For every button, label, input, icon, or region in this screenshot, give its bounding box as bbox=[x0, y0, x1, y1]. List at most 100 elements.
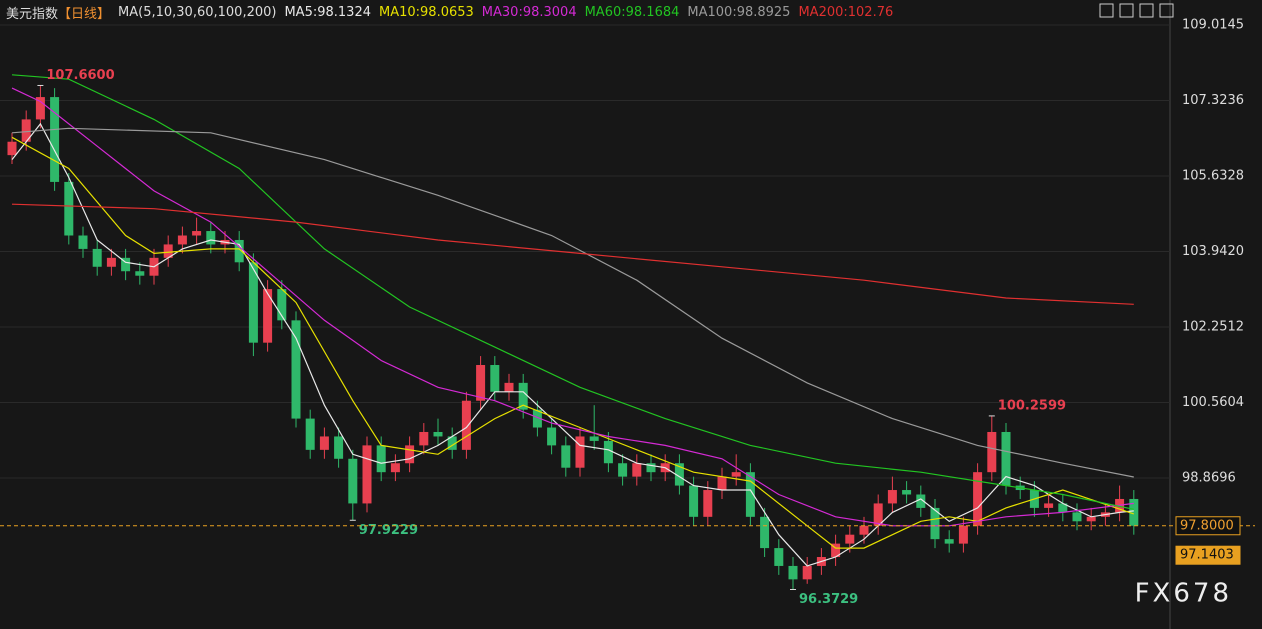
indicator: MA(5,10,30,60,100,200) bbox=[118, 5, 277, 20]
candle-body bbox=[987, 431, 997, 473]
candle-body bbox=[106, 257, 116, 267]
legend-entry: MA60:98.1684 bbox=[584, 5, 680, 20]
ma-line bbox=[11, 122, 1134, 567]
candle-body bbox=[348, 458, 358, 504]
candle-body bbox=[603, 440, 613, 464]
y-tick-label: 102.2512 bbox=[1182, 319, 1244, 334]
candle-body bbox=[703, 490, 713, 517]
candle-body bbox=[433, 431, 443, 437]
period[interactable]: 【日线】 bbox=[58, 7, 111, 22]
extreme-label: 107.6600 bbox=[46, 68, 114, 83]
candle-body bbox=[1072, 512, 1082, 522]
y-tick-label: 98.8696 bbox=[1182, 470, 1236, 485]
candle-body bbox=[334, 436, 344, 459]
legend-entry: MA30:98.3004 bbox=[481, 5, 577, 20]
candle-body bbox=[618, 463, 628, 477]
candle-body bbox=[206, 231, 216, 245]
candle-body bbox=[532, 409, 542, 428]
candle-body bbox=[35, 97, 45, 120]
candle-body bbox=[291, 320, 301, 419]
candle-body bbox=[234, 239, 244, 263]
candle-body bbox=[973, 472, 983, 526]
candle-body bbox=[263, 289, 273, 343]
candle-body bbox=[731, 472, 741, 477]
y-tick-label: 100.5604 bbox=[1182, 395, 1244, 410]
candle-body bbox=[447, 436, 457, 450]
title: 美元指数 bbox=[6, 7, 59, 22]
candle-body bbox=[873, 503, 883, 526]
y-tick-label: 105.6328 bbox=[1182, 168, 1244, 183]
candle-body bbox=[78, 235, 88, 249]
ma-line bbox=[11, 127, 1134, 478]
candle-body bbox=[717, 476, 727, 491]
candle-body bbox=[192, 231, 202, 236]
candle-body bbox=[760, 516, 770, 549]
candle-body bbox=[745, 472, 755, 517]
candle-body bbox=[21, 119, 31, 142]
legend-entry: MA200:102.76 bbox=[798, 5, 894, 20]
candle-body bbox=[1086, 516, 1096, 522]
ma-line bbox=[11, 136, 1134, 549]
candle-body bbox=[64, 181, 74, 236]
candle-body bbox=[177, 235, 187, 245]
candle-body bbox=[547, 427, 557, 446]
candle-body bbox=[958, 525, 968, 544]
legend-entry: MA100:98.8925 bbox=[687, 5, 791, 20]
tool-icon[interactable] bbox=[1139, 3, 1154, 18]
candle-body bbox=[405, 445, 415, 464]
y-tick-label: 107.3236 bbox=[1182, 93, 1244, 108]
candle-body bbox=[944, 539, 954, 544]
candle-body bbox=[1058, 503, 1068, 513]
tool-icon[interactable] bbox=[1159, 3, 1174, 18]
candle-body bbox=[575, 436, 585, 468]
candle-body bbox=[689, 485, 699, 517]
candle-body bbox=[646, 463, 656, 473]
candle-body bbox=[319, 436, 329, 450]
candle-body bbox=[50, 97, 60, 182]
tool-icon[interactable] bbox=[1099, 3, 1114, 18]
candle-body bbox=[845, 534, 855, 544]
candle-body bbox=[930, 507, 940, 540]
candle-body bbox=[1129, 498, 1139, 526]
candle-body bbox=[802, 565, 812, 580]
ma-line bbox=[11, 87, 1134, 527]
candle-body bbox=[305, 418, 315, 450]
candle-body bbox=[831, 543, 841, 558]
candle-body bbox=[376, 445, 386, 473]
candle-body bbox=[121, 257, 131, 272]
candle-body bbox=[674, 463, 684, 486]
candle-body bbox=[476, 365, 486, 401]
extreme-label: 100.2599 bbox=[998, 398, 1066, 413]
candle-body bbox=[362, 445, 372, 504]
y-tick-label: 103.9420 bbox=[1182, 244, 1244, 259]
candle-body bbox=[916, 494, 926, 508]
tool-icon[interactable] bbox=[1119, 3, 1134, 18]
candle-body bbox=[7, 141, 17, 156]
ma-line bbox=[11, 74, 1134, 510]
header: 美元指数 【日线】 MA(5,10,30,60,100,200) MA5:98.… bbox=[6, 3, 893, 22]
candle-body bbox=[419, 431, 429, 446]
candle-body bbox=[632, 463, 642, 477]
price-label: 97.1403 bbox=[1180, 548, 1234, 563]
candle-body bbox=[490, 365, 500, 392]
candle-body bbox=[248, 262, 258, 343]
extreme-label: 97.9229 bbox=[359, 523, 418, 538]
toolbar[interactable] bbox=[1099, 3, 1174, 18]
watermark: FX678 bbox=[1135, 579, 1232, 609]
candle-body bbox=[887, 490, 897, 504]
extreme-label: 96.3729 bbox=[799, 592, 858, 607]
candle-body bbox=[277, 289, 287, 321]
candle-body bbox=[788, 565, 798, 580]
legend-entry: MA10:98.0653 bbox=[379, 5, 474, 20]
price-box bbox=[1175, 545, 1241, 565]
y-tick-label: 109.0145 bbox=[1182, 17, 1244, 32]
candle-body bbox=[163, 244, 173, 258]
candle-body bbox=[135, 271, 145, 276]
candle-body bbox=[859, 525, 869, 535]
candle-body bbox=[1044, 503, 1054, 508]
price-box bbox=[1175, 516, 1241, 536]
candle-body bbox=[589, 436, 599, 441]
candle-body bbox=[561, 445, 571, 468]
